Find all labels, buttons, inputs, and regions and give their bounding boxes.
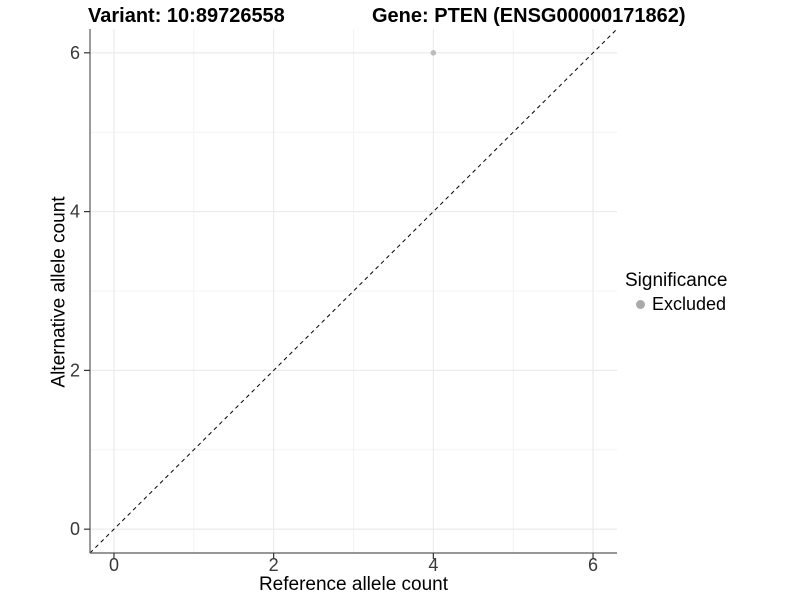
excluded-marker-icon: [636, 300, 645, 309]
identity-line: [89, 28, 618, 554]
plot-title-gene: Gene: PTEN (ENSG00000171862): [372, 5, 686, 27]
x-tick-label: 6: [588, 555, 598, 575]
y-tick-label: 4: [70, 202, 80, 222]
legend-title: Significance: [625, 270, 728, 291]
x-tick-label: 4: [428, 555, 438, 575]
plot-title-variant: Variant: 10:89726558: [88, 5, 285, 27]
x-tick-label: 0: [109, 555, 119, 575]
y-tick-label: 2: [70, 360, 80, 380]
legend: Significance Excluded: [625, 270, 727, 315]
y-axis-label: Alternative allele count: [48, 196, 70, 388]
data-point: [430, 50, 437, 56]
x-axis-label: Reference allele count: [258, 574, 449, 595]
x-tick-label: 2: [269, 555, 279, 575]
legend-entry-label: Excluded: [652, 294, 727, 314]
y-tick-label: 0: [70, 519, 80, 539]
y-tick-label: 6: [70, 43, 80, 63]
legend-entry-excluded: Excluded: [625, 294, 727, 315]
